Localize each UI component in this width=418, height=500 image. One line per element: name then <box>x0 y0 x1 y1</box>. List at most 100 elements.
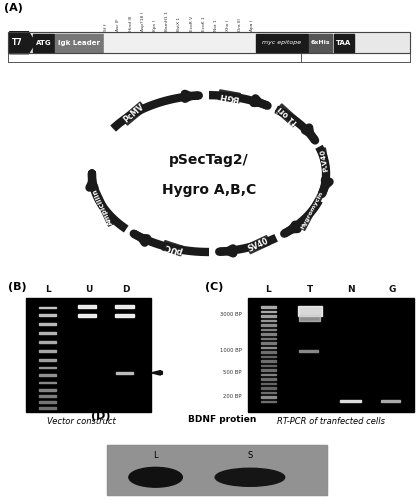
Bar <box>104 34 255 52</box>
Bar <box>26 298 151 412</box>
Text: L: L <box>265 284 271 294</box>
Bar <box>261 320 276 321</box>
Bar <box>248 298 414 412</box>
Bar <box>107 445 327 494</box>
Bar <box>78 306 96 308</box>
Ellipse shape <box>129 468 182 487</box>
Text: Apa I: Apa I <box>250 20 255 31</box>
Bar <box>39 366 56 368</box>
Bar <box>261 310 276 312</box>
Text: Xho I: Xho I <box>226 20 230 31</box>
Bar <box>381 400 400 402</box>
Text: ATG: ATG <box>36 40 51 46</box>
Bar <box>39 359 56 360</box>
Text: G: G <box>388 284 396 294</box>
Text: RT-PCR of tranfected cells: RT-PCR of tranfected cells <box>277 416 385 426</box>
Text: Hind III: Hind III <box>129 16 133 31</box>
Bar <box>39 374 56 376</box>
FancyArrow shape <box>151 370 162 375</box>
Text: TAA: TAA <box>336 40 351 46</box>
Bar <box>39 323 56 324</box>
Bar <box>261 351 276 352</box>
Bar <box>39 382 56 383</box>
Text: Ampicillin: Ampicillin <box>92 188 114 226</box>
Bar <box>261 365 276 366</box>
FancyArrow shape <box>10 32 35 54</box>
Bar <box>261 324 276 326</box>
Bar <box>261 392 276 393</box>
Bar <box>55 34 103 52</box>
Text: S: S <box>247 450 252 460</box>
Bar <box>299 350 318 352</box>
Bar <box>115 314 134 317</box>
Bar <box>339 400 361 402</box>
Text: Not 1: Not 1 <box>214 19 218 31</box>
Text: BGH: BGH <box>219 90 240 102</box>
Bar <box>8 32 410 53</box>
Bar <box>261 360 276 362</box>
Text: SV40: SV40 <box>247 236 270 254</box>
Text: f1 ori: f1 ori <box>276 104 299 126</box>
Bar <box>261 369 276 370</box>
Text: BstX 1: BstX 1 <box>177 16 181 31</box>
Text: pUC: pUC <box>163 241 183 256</box>
Bar <box>261 338 276 339</box>
Bar <box>261 306 276 308</box>
Bar <box>115 306 134 308</box>
Bar <box>39 314 56 316</box>
Text: Asp718 I: Asp718 I <box>141 12 145 31</box>
Text: (A): (A) <box>4 3 23 13</box>
Text: D: D <box>122 284 130 294</box>
Bar <box>261 387 276 388</box>
Bar <box>298 306 321 316</box>
Bar <box>261 383 276 384</box>
Text: (C): (C) <box>205 282 223 292</box>
Text: L: L <box>45 284 51 294</box>
Text: N: N <box>347 284 355 294</box>
Bar <box>39 341 56 342</box>
Bar <box>39 332 56 334</box>
Text: EcoR V: EcoR V <box>189 16 194 31</box>
Bar <box>39 407 56 408</box>
Bar <box>334 34 354 52</box>
Bar <box>107 445 327 494</box>
Text: PᴄMV: PᴄMV <box>122 102 146 124</box>
Text: Hygromycin: Hygromycin <box>300 190 324 230</box>
Bar <box>39 389 56 390</box>
Bar <box>78 314 96 317</box>
Text: Dra III: Dra III <box>238 18 242 31</box>
Text: EcoK 1: EcoK 1 <box>202 16 206 31</box>
Bar <box>33 34 54 52</box>
Text: (D): (D) <box>91 411 111 421</box>
Text: PₛV40: PₛV40 <box>319 148 329 172</box>
Text: Sf f: Sf f <box>104 24 108 31</box>
Bar <box>261 356 276 357</box>
Bar <box>261 374 276 375</box>
Text: 3000 BP: 3000 BP <box>220 312 242 317</box>
Text: T7: T7 <box>12 38 22 47</box>
Bar <box>261 329 276 330</box>
Bar <box>261 396 276 398</box>
Text: 200 BP: 200 BP <box>224 394 242 400</box>
Bar <box>256 34 308 52</box>
Text: 1000 BP: 1000 BP <box>220 348 242 353</box>
Bar <box>39 401 56 402</box>
Bar <box>261 342 276 344</box>
Text: Asc IF: Asc IF <box>116 18 120 31</box>
Bar <box>116 372 133 374</box>
Bar <box>39 350 56 352</box>
Text: Igk Leader: Igk Leader <box>58 40 100 46</box>
Text: Vector construct: Vector construct <box>47 416 116 426</box>
Bar <box>261 347 276 348</box>
Text: U: U <box>85 284 92 294</box>
Text: BamH1 1: BamH1 1 <box>165 11 169 31</box>
Bar <box>261 401 276 402</box>
Bar <box>261 333 276 334</box>
Bar <box>8 32 410 53</box>
Text: pSecTag2/: pSecTag2/ <box>169 152 249 166</box>
Text: Hygro A,B,C: Hygro A,B,C <box>162 184 256 198</box>
Bar <box>299 314 321 320</box>
Text: L: L <box>153 450 158 460</box>
Bar <box>261 378 276 380</box>
Text: BDNF protien: BDNF protien <box>188 414 257 424</box>
